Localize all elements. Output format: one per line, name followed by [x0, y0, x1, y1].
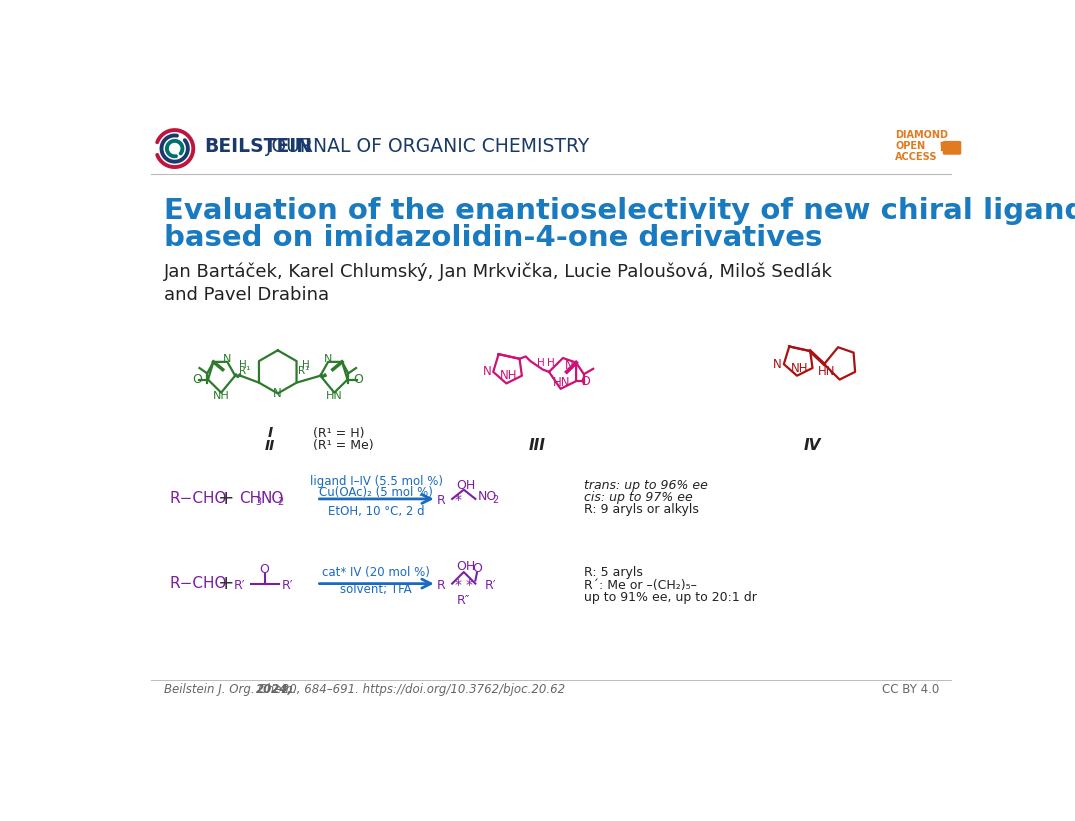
Text: JOURNAL OF ORGANIC CHEMISTRY: JOURNAL OF ORGANIC CHEMISTRY: [260, 137, 589, 156]
Text: R″: R″: [457, 594, 471, 607]
Text: DIAMOND: DIAMOND: [895, 131, 948, 140]
Text: N: N: [773, 358, 782, 370]
Text: IV: IV: [804, 438, 821, 452]
Text: N: N: [273, 387, 282, 400]
Text: up to 91% ee, up to 20:1 dr: up to 91% ee, up to 20:1 dr: [584, 591, 757, 604]
Text: Cu(OAc)₂ (5 mol %): Cu(OAc)₂ (5 mol %): [319, 486, 433, 499]
Text: H: H: [302, 360, 310, 370]
Text: trans: up to 96% ee: trans: up to 96% ee: [584, 479, 707, 492]
Text: R´: Me or –(CH₂)₅–: R´: Me or –(CH₂)₅–: [584, 579, 697, 592]
Text: +: +: [217, 489, 234, 508]
Text: 2: 2: [492, 495, 499, 506]
Text: R: 5 aryls: R: 5 aryls: [584, 566, 643, 580]
Text: Beilstein J. Org. Chem.: Beilstein J. Org. Chem.: [163, 683, 300, 696]
Text: HN: HN: [818, 365, 835, 378]
Text: H: H: [239, 360, 247, 370]
Text: O: O: [472, 562, 482, 575]
Text: II: II: [264, 438, 275, 453]
Text: NO: NO: [261, 492, 284, 507]
Text: N: N: [224, 354, 231, 364]
Text: 2: 2: [277, 497, 283, 507]
Text: O: O: [580, 374, 590, 388]
Text: 20, 684–691. https://doi.org/10.3762/bjoc.20.62: 20, 684–691. https://doi.org/10.3762/bjo…: [277, 683, 564, 696]
Text: OH: OH: [456, 479, 475, 492]
Text: H: H: [538, 358, 545, 368]
Text: N: N: [483, 365, 491, 378]
Text: OPEN: OPEN: [895, 141, 926, 151]
Text: R−CHO: R−CHO: [169, 492, 227, 507]
Text: *: *: [455, 578, 462, 592]
Text: O: O: [260, 563, 270, 576]
Text: based on imidazolidin-4-one derivatives: based on imidazolidin-4-one derivatives: [163, 224, 822, 252]
Text: (R¹ = Me): (R¹ = Me): [313, 439, 373, 452]
Text: R′: R′: [233, 579, 245, 592]
Text: HN: HN: [326, 391, 343, 401]
Text: and Pavel Drabina: and Pavel Drabina: [163, 286, 329, 304]
Text: N: N: [324, 354, 332, 364]
Text: R: R: [438, 494, 446, 507]
Text: CC BY 4.0: CC BY 4.0: [882, 683, 938, 696]
Text: +: +: [217, 574, 234, 593]
Text: R: 9 aryls or alkyls: R: 9 aryls or alkyls: [584, 503, 699, 516]
Text: R′: R′: [485, 579, 497, 592]
Text: R′: R′: [282, 579, 293, 592]
Text: cat* IV (20 mol %): cat* IV (20 mol %): [322, 566, 430, 580]
Text: NH: NH: [790, 361, 808, 374]
Text: 3: 3: [255, 497, 261, 507]
Text: I: I: [268, 426, 273, 441]
Text: R−CHO: R−CHO: [169, 576, 227, 591]
Text: cis: up to 97% ee: cis: up to 97% ee: [584, 491, 692, 504]
Text: O: O: [192, 373, 202, 386]
Text: HN: HN: [553, 376, 571, 389]
FancyBboxPatch shape: [943, 141, 961, 154]
Text: BEILSTEIN: BEILSTEIN: [204, 137, 312, 156]
Text: III: III: [529, 438, 546, 452]
Text: ligand I–IV (5.5 mol %): ligand I–IV (5.5 mol %): [310, 475, 443, 488]
Text: ACCESS: ACCESS: [895, 152, 937, 162]
Text: H: H: [547, 358, 555, 368]
Text: NO: NO: [477, 490, 497, 503]
Text: Jan Bartáček, Karel Chlumský, Jan Mrkvička, Lucie Paloušová, Miloš Sedlák: Jan Bartáček, Karel Chlumský, Jan Mrkvič…: [163, 263, 833, 281]
Text: OH: OH: [456, 560, 475, 573]
FancyArrowPatch shape: [319, 579, 431, 588]
Text: N: N: [564, 360, 573, 372]
Text: R¹: R¹: [298, 366, 310, 376]
Text: NH: NH: [213, 391, 230, 401]
Text: (R¹ = H): (R¹ = H): [313, 427, 364, 440]
Text: *: *: [465, 578, 473, 592]
FancyArrowPatch shape: [319, 494, 431, 503]
Text: Evaluation of the enantioselectivity of new chiral ligands: Evaluation of the enantioselectivity of …: [163, 197, 1075, 225]
Text: R: R: [438, 579, 446, 592]
Text: R¹: R¹: [239, 366, 250, 376]
Text: 2024,: 2024,: [256, 683, 293, 696]
Text: solvent; TFA: solvent; TFA: [341, 583, 412, 596]
Text: *: *: [455, 493, 462, 507]
Text: EtOH, 10 °C, 2 d: EtOH, 10 °C, 2 d: [328, 505, 425, 518]
Text: O: O: [354, 373, 363, 386]
Text: CH: CH: [239, 492, 261, 507]
Text: NH: NH: [500, 369, 517, 383]
